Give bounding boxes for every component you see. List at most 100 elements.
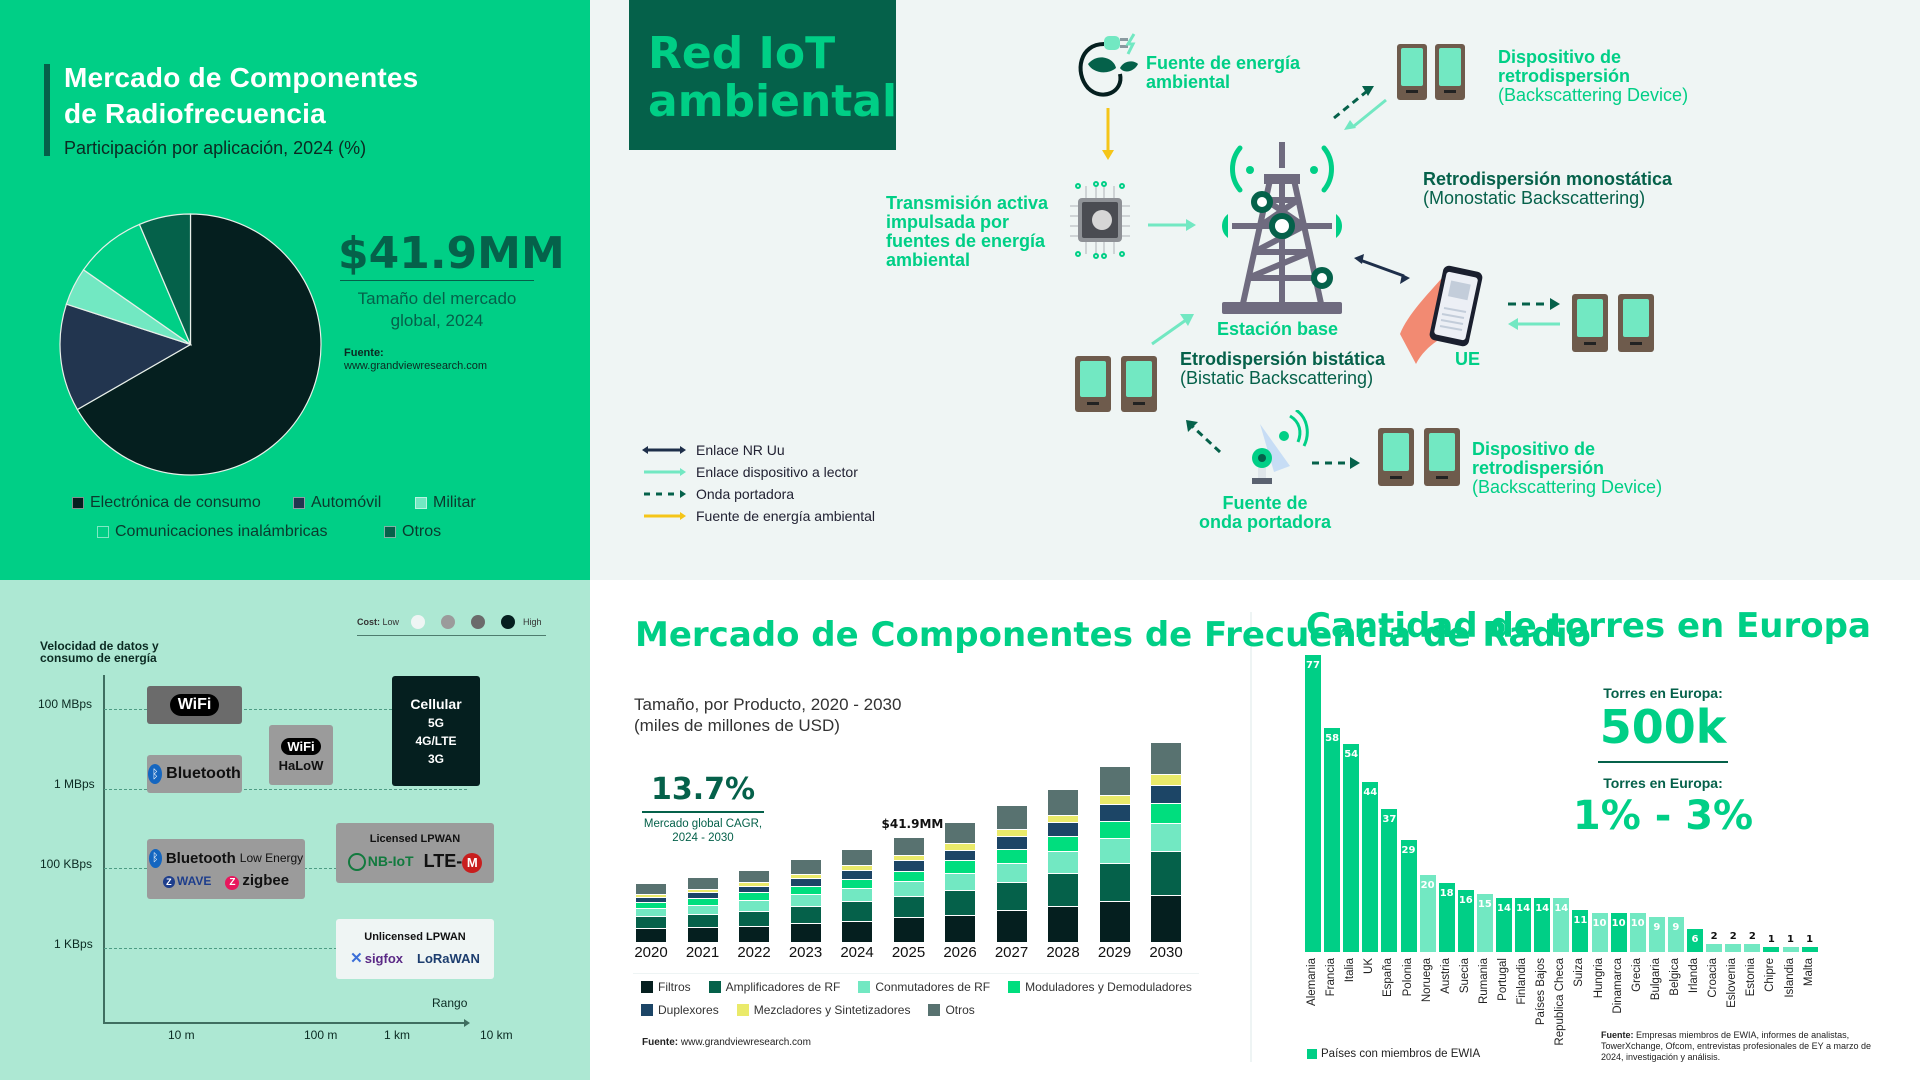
bar-value: 1: [1787, 934, 1794, 945]
bar-segment: [1099, 900, 1130, 942]
rf-share-subtitle: Participación por aplicación, 2024 (%): [64, 138, 367, 158]
halow-label: HaLoW: [278, 757, 324, 773]
bar-segment: [842, 870, 872, 879]
y-axis: [103, 675, 105, 1023]
pie-slice-automóvil: [59, 303, 192, 411]
iot-title-line-1: Red IoT: [648, 28, 836, 79]
ue-device-arrows: [1508, 298, 1560, 330]
backscatter-device-pair-top: [1397, 44, 1465, 100]
bar-segment: [996, 835, 1027, 849]
bar-value: 14: [1535, 903, 1550, 914]
subtitle-line: (miles de millones de USD): [634, 716, 840, 735]
bar-value: 54: [1344, 748, 1359, 760]
stacked-bar-2023: [790, 859, 821, 942]
sigfox-label: sigfox: [364, 951, 404, 966]
country-label: Italia: [1344, 958, 1357, 983]
country-label: Austria: [1439, 958, 1452, 994]
bar-value: 11: [1573, 914, 1588, 926]
bar-segment: [636, 916, 666, 929]
cellular-title: Cellular: [410, 696, 462, 712]
country-label: Noruega: [1420, 958, 1433, 1003]
x-axis: [103, 1022, 467, 1024]
label-line: Dispositivo de: [1498, 47, 1622, 67]
bar-segment: [893, 836, 924, 855]
tower-bar-Suiza: [1572, 909, 1589, 952]
bar-segment: [790, 894, 821, 907]
legend-item: Filtros: [641, 980, 691, 994]
label-line: Fuente de: [1222, 493, 1308, 513]
country-label: Rumania: [1477, 958, 1490, 1005]
tower-bar-Austria: [1438, 882, 1455, 952]
tower-bar-Rumania: [1476, 894, 1493, 952]
caption-line: 2024 - 2030: [672, 831, 734, 844]
cost-low: Low: [382, 617, 400, 627]
country-label: Irlanda: [1688, 958, 1700, 994]
bar-value: 2: [1710, 931, 1718, 943]
tower-bar-Belgica: [1667, 917, 1684, 952]
bar-value: 2: [1729, 931, 1737, 943]
bar-segment: [842, 921, 872, 942]
legend-item: Automóvil: [293, 494, 381, 512]
zwave-logo: Z WAVE: [162, 874, 211, 888]
bar-segment: [1048, 815, 1078, 822]
tower-bar-Países Bajos: [1534, 898, 1551, 952]
stacked-bar-2025: [893, 836, 924, 942]
legend-item: Conmutadores de RF: [858, 980, 990, 994]
stat-label: Torres en Europa:: [1603, 685, 1723, 701]
legend-swatch: [293, 497, 305, 509]
bar-segment: [790, 906, 821, 924]
bar-segment: [945, 872, 975, 890]
wifi-halow-box: WiFi HaLoW: [269, 725, 333, 785]
legend-label: Fuente de energía ambiental: [696, 508, 876, 524]
bar-segment: [1099, 804, 1130, 821]
ltem-m-badge: M: [462, 853, 483, 873]
ue-label: UE: [1455, 349, 1481, 369]
bar-segment: [1099, 795, 1130, 805]
legend-item: Enlace dispositivo a lector: [642, 464, 875, 480]
bar-value: 6: [1691, 933, 1699, 945]
bar-segment: [1099, 837, 1130, 863]
bar-annotation: $41.9MM: [881, 816, 944, 831]
towers-source: Fuente: Empresas miembros de EWIA, infor…: [1601, 1030, 1881, 1063]
dashed-arrow-icon: [644, 490, 686, 498]
cellular-box: Cellular 5G 4G/LTE 3G: [392, 676, 480, 786]
bar-segment: [996, 805, 1027, 830]
cost-dot-3: [471, 615, 486, 629]
base-station-tower-icon: [1222, 142, 1342, 314]
bar-segment: [1048, 851, 1078, 873]
cost-high: High: [523, 617, 542, 627]
bluetooth-icon: ᛒ: [148, 848, 162, 868]
bar-segment: [790, 859, 821, 875]
tower-bar-Islandia: [1782, 947, 1799, 952]
cagr-block: 13.7% Mercado global CAGR, 2024 - 2030: [642, 772, 764, 845]
backscatter-device-pair-left: [1075, 356, 1157, 412]
legend-item: Amplificadores de RF: [708, 980, 840, 994]
source-note: Fuente: www.grandviewresearch.com: [344, 347, 487, 373]
charts-panel: [590, 580, 1920, 1080]
towers-legend: Países con miembros de EWIA: [1307, 1048, 1480, 1060]
arrow-icon: [644, 468, 686, 476]
towers-bar-chart: 77 58 54 44 37 29 20 18 16 15 14 14 14 14 11 10 10 10 9 9 6 2…: [1305, 655, 1825, 952]
year-label: 2030: [1149, 944, 1183, 961]
caption-line-1: Tamaño del mercado: [357, 289, 517, 308]
legend-item: Electrónica de consumo: [72, 494, 261, 512]
bar-segment: [893, 895, 924, 918]
cost-label: Cost:: [357, 617, 380, 627]
legend-swatch: [72, 497, 84, 509]
tower-bar-Chipre: [1763, 947, 1780, 952]
country-label: Croacia: [1707, 958, 1720, 998]
tower-bar-UK: [1362, 782, 1379, 952]
backscatter-device-icon: [1397, 44, 1427, 100]
bar-segment: [1151, 851, 1181, 895]
backscatter-device-icon: [1121, 356, 1157, 412]
cost-dot-1: [411, 615, 426, 629]
year-label: 2028: [1046, 944, 1080, 961]
bar-segment: [636, 907, 666, 917]
bar-segment: [893, 860, 924, 871]
x-tick: 10 km: [480, 1028, 513, 1042]
country-label: UK: [1363, 958, 1376, 974]
country-label: Francia: [1325, 958, 1338, 997]
label-line: Dispositivo de: [1472, 439, 1596, 459]
label-line: onda portadora: [1198, 512, 1331, 532]
base-station-label: Estación base: [1217, 319, 1339, 339]
